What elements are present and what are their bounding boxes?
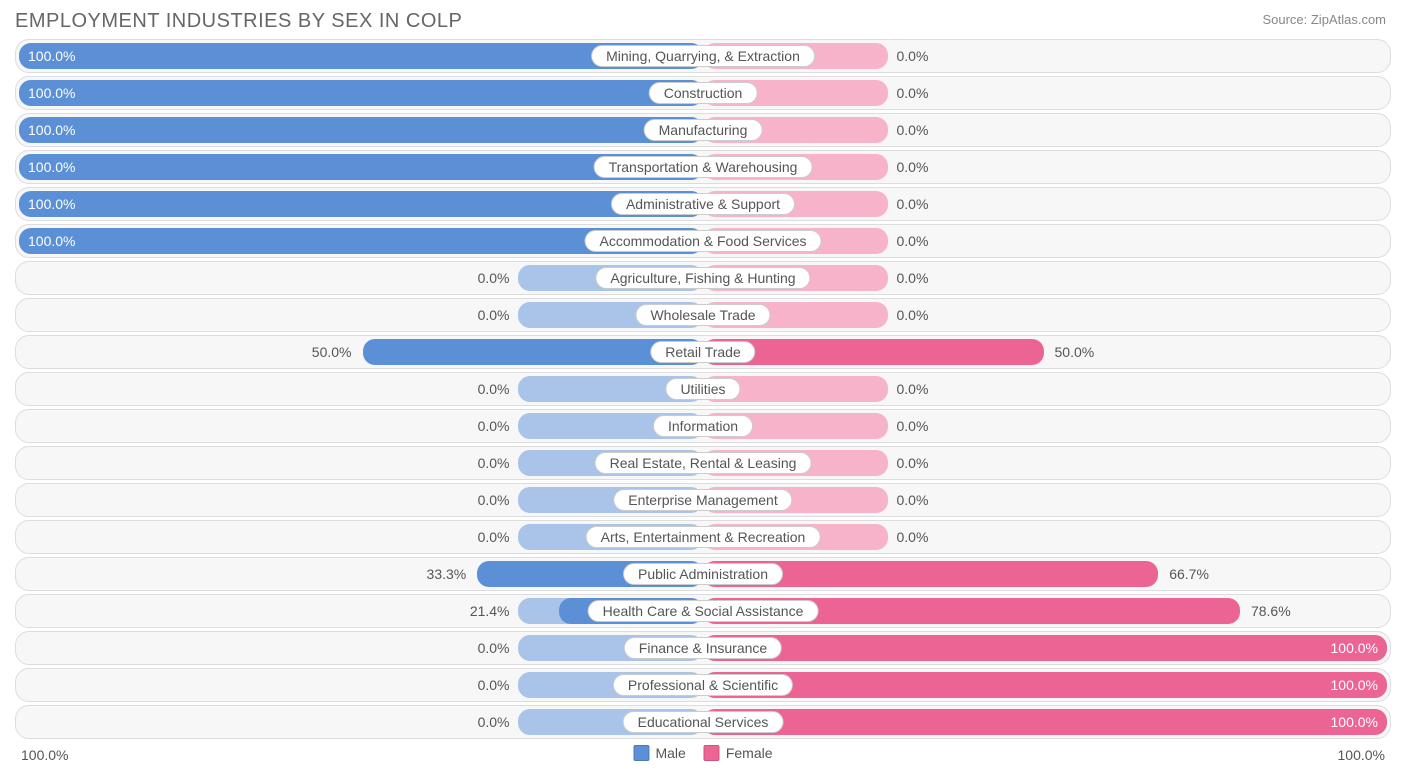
category-label: Mining, Quarrying, & Extraction bbox=[591, 45, 815, 67]
category-label: Real Estate, Rental & Leasing bbox=[595, 452, 812, 474]
category-label: Finance & Insurance bbox=[624, 637, 782, 659]
category-label: Retail Trade bbox=[650, 341, 755, 363]
chart-row: Health Care & Social Assistance 21.4% 78.6… bbox=[15, 594, 1391, 628]
chart-row: Construction 100.0% 0.0% bbox=[15, 76, 1391, 110]
male-value-label: 0.0% bbox=[478, 529, 510, 545]
female-value-label: 0.0% bbox=[896, 233, 928, 249]
chart-row: Agriculture, Fishing & Hunting 0.0% 0.0% bbox=[15, 261, 1391, 295]
female-bar bbox=[703, 672, 1387, 698]
male-value-label: 100.0% bbox=[28, 233, 75, 249]
axis-right-label: 100.0% bbox=[1338, 747, 1385, 763]
category-label: Administrative & Support bbox=[611, 193, 795, 215]
female-value-label: 100.0% bbox=[1331, 714, 1378, 730]
chart-container: EMPLOYMENT INDUSTRIES BY SEX IN COLP Sou… bbox=[0, 0, 1406, 776]
female-value-label: 100.0% bbox=[1331, 677, 1378, 693]
category-label: Educational Services bbox=[623, 711, 784, 733]
category-label: Wholesale Trade bbox=[635, 304, 770, 326]
male-value-label: 0.0% bbox=[478, 714, 510, 730]
chart-row: Professional & Scientific 0.0% 100.0% bbox=[15, 668, 1391, 702]
female-value-label: 66.7% bbox=[1169, 566, 1209, 582]
female-value-label: 78.6% bbox=[1251, 603, 1291, 619]
legend-swatch bbox=[704, 745, 720, 761]
female-value-label: 0.0% bbox=[896, 270, 928, 286]
male-value-label: 100.0% bbox=[28, 85, 75, 101]
female-bar bbox=[703, 709, 1387, 735]
category-label: Health Care & Social Assistance bbox=[588, 600, 819, 622]
legend-item: Male bbox=[633, 745, 685, 761]
chart-row: Public Administration 33.3% 66.7% bbox=[15, 557, 1391, 591]
male-value-label: 50.0% bbox=[312, 344, 352, 360]
female-value-label: 0.0% bbox=[896, 529, 928, 545]
category-label: Information bbox=[653, 415, 753, 437]
female-value-label: 0.0% bbox=[896, 159, 928, 175]
female-value-label: 0.0% bbox=[896, 196, 928, 212]
chart-row: Information 0.0% 0.0% bbox=[15, 409, 1391, 443]
male-bar bbox=[19, 191, 703, 217]
female-value-label: 0.0% bbox=[896, 122, 928, 138]
male-bar bbox=[19, 117, 703, 143]
chart-row: Manufacturing 100.0% 0.0% bbox=[15, 113, 1391, 147]
category-label: Agriculture, Fishing & Hunting bbox=[595, 267, 810, 289]
male-bar bbox=[19, 80, 703, 106]
female-value-label: 0.0% bbox=[896, 455, 928, 471]
male-value-label: 21.4% bbox=[470, 603, 510, 619]
category-label: Transportation & Warehousing bbox=[594, 156, 813, 178]
category-label: Enterprise Management bbox=[613, 489, 792, 511]
chart-row: Wholesale Trade 0.0% 0.0% bbox=[15, 298, 1391, 332]
category-label: Professional & Scientific bbox=[613, 674, 793, 696]
female-value-label: 0.0% bbox=[896, 492, 928, 508]
male-value-label: 100.0% bbox=[28, 48, 75, 64]
chart-row: Finance & Insurance 0.0% 100.0% bbox=[15, 631, 1391, 665]
chart-row: Arts, Entertainment & Recreation 0.0% 0.0% bbox=[15, 520, 1391, 554]
chart-row: Real Estate, Rental & Leasing 0.0% 0.0% bbox=[15, 446, 1391, 480]
male-value-label: 0.0% bbox=[478, 492, 510, 508]
female-value-label: 100.0% bbox=[1331, 640, 1378, 656]
male-value-label: 0.0% bbox=[478, 381, 510, 397]
chart-footer: 100.0% Male Female 100.0% bbox=[15, 745, 1391, 767]
legend-label: Male bbox=[655, 745, 685, 761]
female-bar bbox=[703, 635, 1387, 661]
male-value-label: 33.3% bbox=[427, 566, 467, 582]
male-value-label: 0.0% bbox=[478, 677, 510, 693]
source-attribution: Source: ZipAtlas.com bbox=[1262, 12, 1386, 27]
male-value-label: 100.0% bbox=[28, 159, 75, 175]
chart-row: Utilities 0.0% 0.0% bbox=[15, 372, 1391, 406]
chart-row: Administrative & Support 100.0% 0.0% bbox=[15, 187, 1391, 221]
chart-row: Educational Services 0.0% 100.0% bbox=[15, 705, 1391, 739]
category-label: Arts, Entertainment & Recreation bbox=[586, 526, 821, 548]
female-value-label: 0.0% bbox=[896, 381, 928, 397]
legend-swatch bbox=[633, 745, 649, 761]
legend-item: Female bbox=[704, 745, 773, 761]
chart-row: Transportation & Warehousing 100.0% 0.0% bbox=[15, 150, 1391, 184]
male-value-label: 0.0% bbox=[478, 640, 510, 656]
male-value-label: 0.0% bbox=[478, 455, 510, 471]
female-value-label: 0.0% bbox=[896, 85, 928, 101]
chart-area: Mining, Quarrying, & Extraction 100.0% 0.0… bbox=[15, 39, 1391, 739]
male-value-label: 0.0% bbox=[478, 270, 510, 286]
category-label: Accommodation & Food Services bbox=[585, 230, 822, 252]
chart-row: Accommodation & Food Services 100.0% 0.0% bbox=[15, 224, 1391, 258]
chart-row: Enterprise Management 0.0% 0.0% bbox=[15, 483, 1391, 517]
male-value-label: 0.0% bbox=[478, 307, 510, 323]
female-value-label: 0.0% bbox=[896, 418, 928, 434]
legend-label: Female bbox=[726, 745, 773, 761]
male-value-label: 100.0% bbox=[28, 122, 75, 138]
category-label: Manufacturing bbox=[644, 119, 763, 141]
legend: Male Female bbox=[633, 745, 772, 761]
category-label: Public Administration bbox=[623, 563, 783, 585]
chart-row: Retail Trade 50.0% 50.0% bbox=[15, 335, 1391, 369]
chart-title: EMPLOYMENT INDUSTRIES BY SEX IN COLP bbox=[15, 10, 1391, 33]
category-label: Utilities bbox=[665, 378, 740, 400]
male-value-label: 100.0% bbox=[28, 196, 75, 212]
axis-left-label: 100.0% bbox=[21, 747, 68, 763]
male-value-label: 0.0% bbox=[478, 418, 510, 434]
female-value-label: 0.0% bbox=[896, 307, 928, 323]
female-value-label: 0.0% bbox=[896, 48, 928, 64]
chart-row: Mining, Quarrying, & Extraction 100.0% 0.0… bbox=[15, 39, 1391, 73]
female-value-label: 50.0% bbox=[1055, 344, 1095, 360]
category-label: Construction bbox=[649, 82, 758, 104]
